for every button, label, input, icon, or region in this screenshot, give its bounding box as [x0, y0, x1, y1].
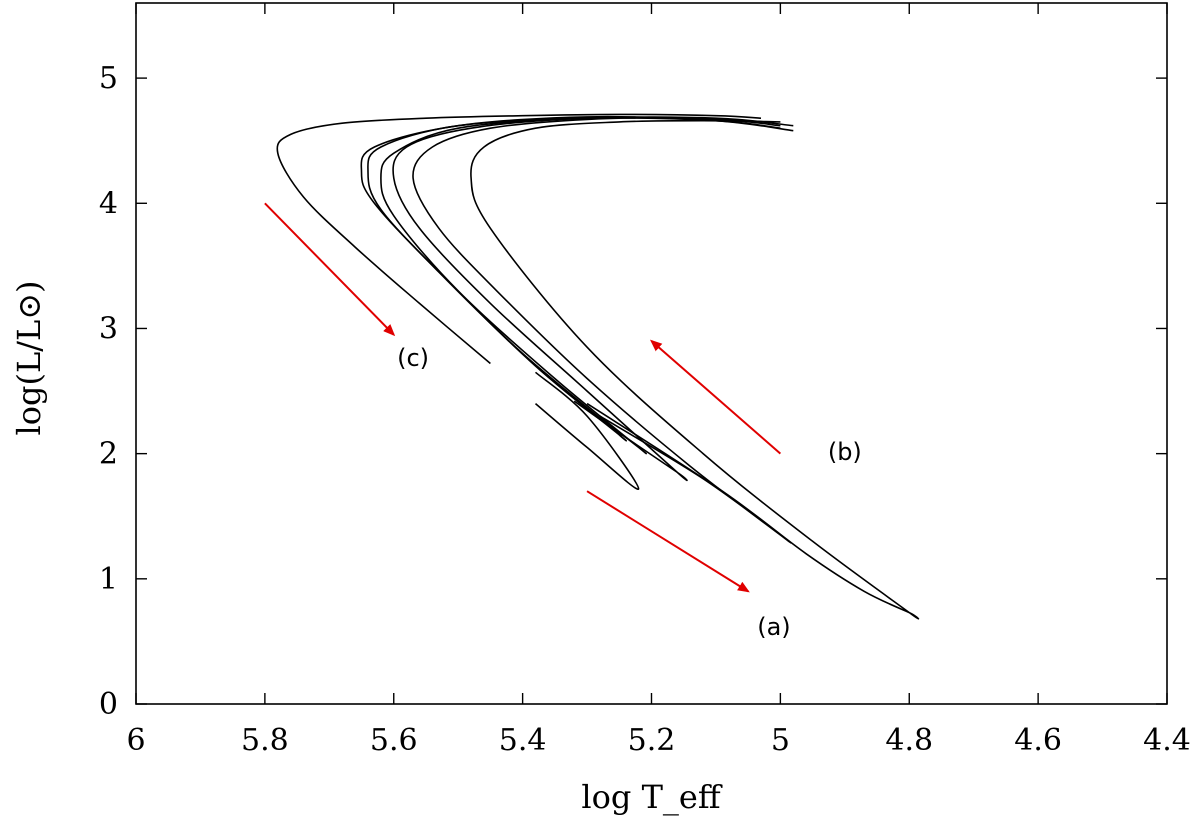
plot-frame [135, 2, 1168, 705]
x-tick-label: 5.6 [370, 723, 418, 758]
y-tick-label: 2 [99, 437, 118, 472]
x-tick-label: 5.2 [628, 723, 676, 758]
x-tick-label: 4.4 [1143, 723, 1191, 758]
track-loop-5 [367, 117, 781, 442]
direction-arrow [649, 339, 782, 455]
y-tick-label: 4 [99, 186, 118, 221]
y-tick-label: 0 [99, 687, 118, 722]
track-loop-1 [470, 119, 920, 620]
x-tick-label: 5.8 [241, 723, 289, 758]
x-tick-label: 5.4 [499, 723, 547, 758]
y-tick-label: 5 [99, 61, 118, 96]
y-tick-label: 3 [99, 311, 118, 346]
track-loop-3 [392, 116, 794, 482]
direction-arrow [264, 202, 396, 337]
y-tick-label: 1 [99, 562, 118, 597]
annotation-label: (b) [828, 438, 862, 466]
track-loop-2 [412, 117, 792, 544]
y-axis-label: log(L/L⊙) [10, 280, 48, 435]
x-tick-label: 4.8 [885, 723, 933, 758]
track-lower-branch [534, 371, 640, 490]
track-left-edge [276, 113, 762, 365]
x-tick-label: 5 [771, 723, 790, 758]
x-axis-label: log T_eff [581, 778, 722, 816]
track-loop-6 [360, 115, 794, 437]
direction-arrow [586, 490, 750, 593]
annotation-label: (a) [757, 613, 790, 641]
x-tick-label: 4.6 [1014, 723, 1062, 758]
annotation-label: (c) [397, 344, 429, 372]
x-tick-label: 6 [126, 723, 145, 758]
